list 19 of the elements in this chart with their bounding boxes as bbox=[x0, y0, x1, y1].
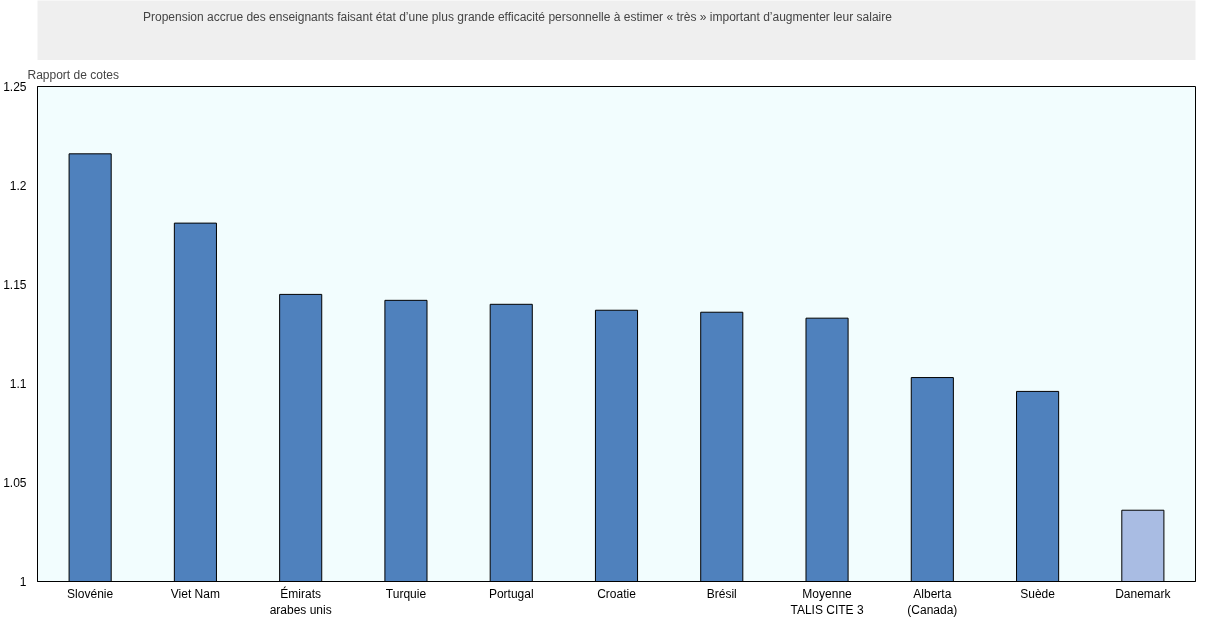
y-tick-label: 1.05 bbox=[3, 476, 27, 490]
y-tick-label: 1.2 bbox=[9, 179, 27, 193]
x-tick-label: Slovénie bbox=[67, 586, 114, 601]
x-tick-label: Portugal bbox=[488, 586, 534, 601]
x-tick-label: Émirats arabes unis bbox=[269, 585, 332, 618]
x-tick-label: Alberta (Canada) bbox=[907, 586, 958, 618]
x-tick-label: Brésil bbox=[706, 586, 737, 601]
text: Propension accrue des enseignants faisant état d’une plus grande efficacité personnelle à estimer « très » important d’augmenter leur salaire bbox=[143, 10, 892, 24]
y-axis-title: Rapport de cotes bbox=[27, 67, 119, 82]
y-tick-label: 1.15 bbox=[3, 278, 27, 292]
y-tick-label: 1.1 bbox=[9, 377, 27, 391]
y-tick-label: 1 bbox=[19, 575, 27, 589]
x-tick-label: Suède bbox=[1020, 586, 1056, 601]
x-tick-label: Croatie bbox=[597, 586, 637, 601]
x-tick-label: Turquie bbox=[385, 586, 427, 601]
x-tick-label: Danemark bbox=[1115, 586, 1172, 601]
x-tick-label: Viet Nam bbox=[170, 586, 220, 601]
y-tick-label: 1.25 bbox=[3, 80, 27, 94]
x-tick-label: Moyenne TALIS CITE 3 bbox=[790, 586, 864, 618]
